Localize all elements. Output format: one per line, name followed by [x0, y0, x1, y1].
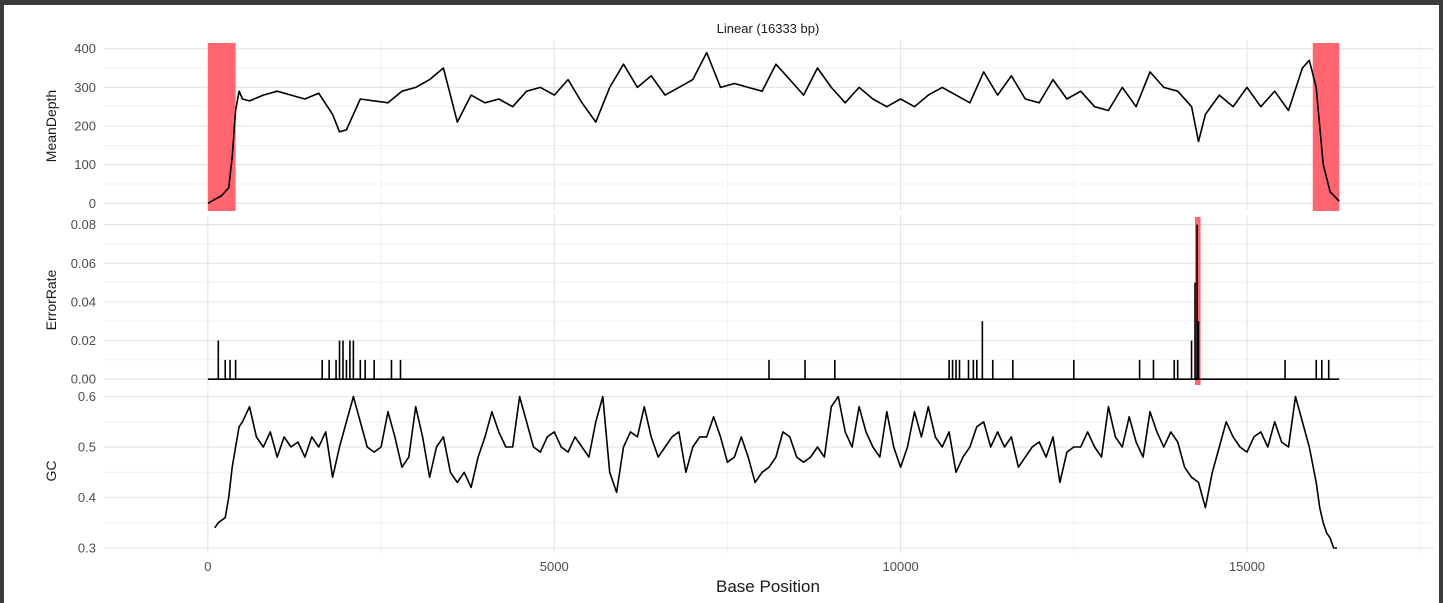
y-tick-label: 400: [74, 41, 96, 56]
panel-errorrate: 0.00 0.02 0.04 0.06 0.08 ErrorRate: [43, 215, 1434, 387]
y-tick-label: 0.02: [71, 333, 96, 348]
x-tick-label: 0: [204, 559, 211, 574]
y-tick-label: 0.4: [78, 490, 96, 505]
y-tick-label: 0.6: [78, 389, 96, 404]
y-tick-label: 0.3: [78, 540, 96, 555]
x-tick-label: 5000: [540, 559, 569, 574]
faceted-chart: Linear (16333 bp) 0 100 200 300 400 MeanDepth…: [43, 21, 1434, 596]
highlight-region: [207, 43, 236, 211]
y-tick-label: 300: [74, 80, 96, 95]
y-axis-label: MeanDepth: [43, 90, 59, 162]
series-line-gc: [214, 395, 1337, 549]
panel-meandepth: 0 100 200 300 400 MeanDepth: [43, 41, 1434, 211]
series-line-meandepth: [207, 51, 1340, 204]
chart-panels: 0100200300400MeanDepth0.000.020.040.060.…: [43, 41, 1434, 555]
panel-gc: 0.3 0.4 0.5 0.6 GC: [43, 389, 1434, 555]
chart-title: Linear (16333 bp): [717, 21, 820, 36]
y-tick-label: 0.00: [71, 372, 96, 387]
y-tick-label: 200: [74, 119, 96, 134]
y-tick-label: 0: [89, 196, 96, 211]
y-tick-label: 0.08: [71, 217, 96, 232]
x-tick-label: 10000: [883, 559, 919, 574]
y-tick-label: 100: [74, 157, 96, 172]
y-tick-label: 0.04: [71, 294, 96, 309]
highlight-region: [1312, 43, 1340, 211]
y-tick-label: 0.06: [71, 256, 96, 271]
y-axis-label: GC: [43, 461, 59, 482]
x-tick-label: 15000: [1229, 559, 1265, 574]
x-axis: 0 5000 10000 15000: [204, 559, 1265, 574]
x-axis-label: Base Position: [716, 577, 820, 596]
y-axis-label: ErrorRate: [43, 269, 59, 330]
y-tick-label: 0.5: [78, 440, 96, 455]
chart-frame: Linear (16333 bp) 0 100 200 300 400 MeanDepth…: [4, 5, 1439, 603]
